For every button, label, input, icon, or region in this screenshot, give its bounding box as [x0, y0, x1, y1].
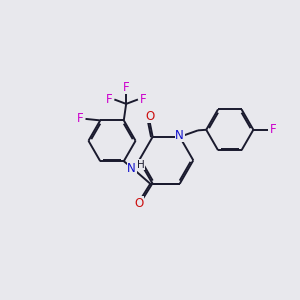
- Text: F: F: [77, 112, 83, 125]
- Text: F: F: [270, 123, 277, 136]
- Text: N: N: [128, 162, 136, 175]
- Text: F: F: [106, 93, 112, 106]
- Text: O: O: [134, 197, 143, 210]
- Text: F: F: [123, 81, 130, 94]
- Text: N: N: [176, 129, 184, 142]
- Text: H: H: [137, 160, 145, 170]
- Text: F: F: [140, 93, 146, 106]
- Text: O: O: [145, 110, 154, 123]
